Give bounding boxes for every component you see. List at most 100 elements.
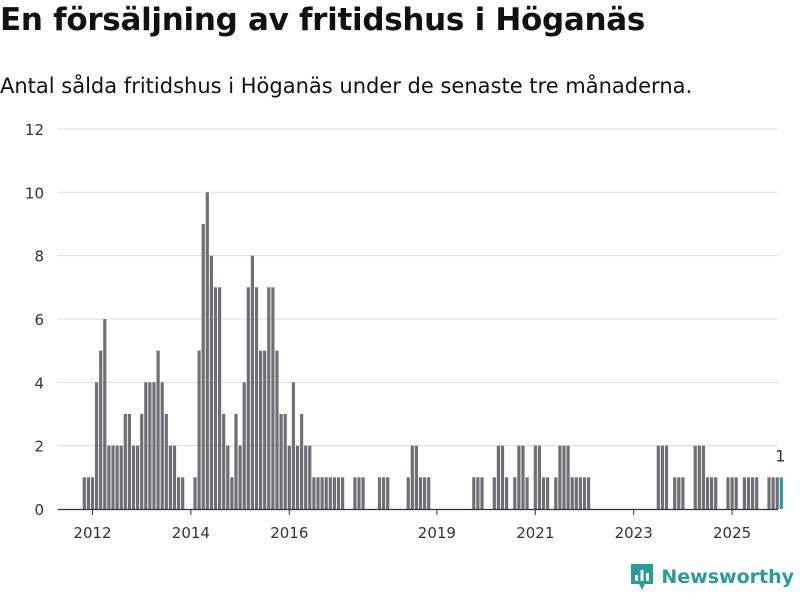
bar xyxy=(677,477,681,509)
bar xyxy=(287,445,291,509)
bar xyxy=(279,413,283,509)
bar xyxy=(181,477,185,509)
bar xyxy=(574,477,578,509)
bar xyxy=(681,477,685,509)
bar xyxy=(226,445,230,509)
bar xyxy=(336,477,341,509)
bar xyxy=(209,255,213,509)
bar xyxy=(775,477,779,509)
bar xyxy=(357,477,361,509)
bar xyxy=(525,477,529,509)
bar xyxy=(172,445,177,509)
bar xyxy=(328,477,332,509)
bar xyxy=(660,445,664,509)
bar xyxy=(472,477,476,509)
bar xyxy=(148,382,152,509)
bar xyxy=(480,477,484,509)
bar xyxy=(320,477,324,509)
bar xyxy=(377,477,382,509)
newsworthy-logo: Newsworthy xyxy=(629,562,794,592)
bar xyxy=(541,477,546,509)
bar xyxy=(131,445,136,509)
bar xyxy=(230,477,234,509)
bar xyxy=(726,477,730,509)
bar xyxy=(418,477,423,509)
bar xyxy=(341,477,345,509)
bar xyxy=(304,445,308,509)
bar xyxy=(386,477,390,509)
bar xyxy=(513,477,517,509)
bar xyxy=(193,477,197,509)
bar xyxy=(382,477,386,509)
bar xyxy=(140,413,144,509)
bar xyxy=(291,382,295,509)
bar xyxy=(82,477,86,509)
bar xyxy=(423,477,427,509)
bar xyxy=(742,477,746,509)
bar xyxy=(558,445,562,509)
bar xyxy=(275,350,279,509)
bar xyxy=(755,477,759,509)
y-tick-label: 12 xyxy=(25,121,44,139)
bar xyxy=(205,192,209,510)
y-tick-label: 6 xyxy=(34,311,44,329)
bar xyxy=(152,382,156,509)
bar xyxy=(734,477,738,509)
bar xyxy=(406,477,410,509)
bar xyxy=(673,477,677,509)
y-axis-ticks: 0 2 4 6 8 10 12 xyxy=(25,121,44,519)
y-tick-label: 0 xyxy=(34,501,44,519)
bar xyxy=(222,413,226,509)
bar xyxy=(156,350,160,509)
bar xyxy=(714,477,718,509)
bar xyxy=(95,382,99,509)
bar xyxy=(164,413,168,509)
bar xyxy=(730,477,734,509)
bar xyxy=(582,477,587,509)
bar xyxy=(587,477,591,509)
bar xyxy=(246,287,250,509)
bar xyxy=(546,477,550,509)
bar xyxy=(771,477,775,509)
y-tick-label: 10 xyxy=(25,184,44,202)
data-labels: 1 xyxy=(775,446,785,465)
bar xyxy=(197,350,201,509)
bar xyxy=(213,287,218,509)
bar xyxy=(746,477,751,509)
bar xyxy=(300,413,304,509)
x-tick-label: 2014 xyxy=(172,524,210,542)
bar xyxy=(271,287,275,509)
bar xyxy=(254,287,259,509)
bar xyxy=(283,413,287,509)
bar xyxy=(103,318,107,509)
x-tick-label: 2025 xyxy=(713,524,751,542)
chart-subtitle: Antal sålda fritidshus i Höganäs under d… xyxy=(0,74,693,98)
bar xyxy=(250,255,254,509)
y-tick-label: 8 xyxy=(34,248,44,266)
bar xyxy=(201,223,205,509)
bar xyxy=(476,477,480,509)
bar xyxy=(751,477,755,509)
bar xyxy=(144,382,148,509)
bar xyxy=(332,477,336,509)
bar xyxy=(693,445,697,509)
x-tick-label: 2016 xyxy=(270,524,308,542)
bar xyxy=(295,445,300,509)
bar xyxy=(218,287,222,509)
bar xyxy=(562,445,566,509)
y-tick-label: 2 xyxy=(34,438,44,456)
bar xyxy=(570,477,574,509)
bar xyxy=(168,445,172,509)
bar xyxy=(710,477,714,509)
bar xyxy=(127,413,131,509)
bar xyxy=(414,445,418,509)
bar xyxy=(705,477,710,509)
bar xyxy=(86,477,90,509)
bar xyxy=(566,445,570,509)
bar xyxy=(767,477,771,509)
x-axis-ticks: 2012 2014 2016 2019 2021 2023 2025 xyxy=(73,510,751,542)
y-tick-label: 4 xyxy=(34,374,44,392)
bar xyxy=(353,477,357,509)
bar xyxy=(242,382,246,509)
